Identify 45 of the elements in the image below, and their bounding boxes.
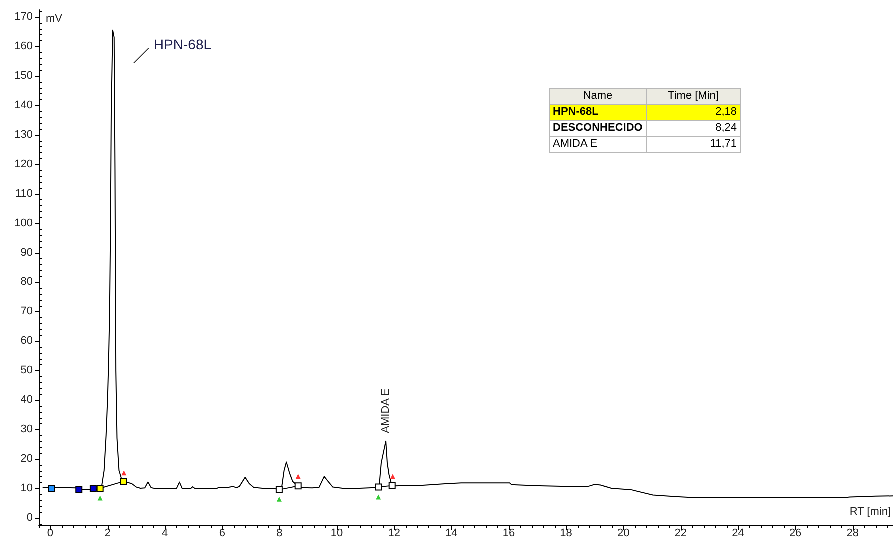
x-tick-label: 10 <box>330 528 344 540</box>
y-axis-title: mV <box>46 13 64 25</box>
y-tick-label: 30 <box>20 424 33 436</box>
x-tick-label: 28 <box>846 528 860 540</box>
annotation: HPN-68L <box>154 36 212 52</box>
text: Name <box>550 88 646 104</box>
y-tick-label: 150 <box>14 70 33 82</box>
y-tick-label: 90 <box>20 246 33 259</box>
y-tick-label: 80 <box>20 276 33 288</box>
y-tick-label: 60 <box>20 335 33 348</box>
text: Time [Min] <box>646 88 740 104</box>
y-tick-label: 120 <box>14 158 33 170</box>
x-tick-label: 16 <box>502 528 516 540</box>
x-tick-label: 2 <box>104 528 111 540</box>
x-tick-label: 18 <box>560 528 572 540</box>
category-label: AMIDA E <box>550 136 646 152</box>
x-tick-label: 26 <box>789 528 802 540</box>
x-tick-label: 8 <box>276 528 283 540</box>
x-tick-label: 12 <box>388 528 400 540</box>
y-tick-label: 130 <box>14 128 33 141</box>
x-tick-label: 0 <box>47 528 54 540</box>
x-tick-label: 22 <box>674 528 688 540</box>
y-tick-label: 70 <box>20 306 33 318</box>
category-label: HPN-68L <box>550 104 646 120</box>
x-tick-label: 6 <box>219 528 226 540</box>
y-tick-label: 160 <box>14 40 33 53</box>
y-tick-label: 100 <box>14 217 33 230</box>
x-tick-label: 4 <box>162 528 168 540</box>
y-tick-label: 10 <box>20 482 33 494</box>
data-label: 11,71 <box>646 136 740 152</box>
y-tick-label: 0 <box>26 512 33 524</box>
category-label: DESCONHECIDO <box>550 120 646 136</box>
data-label: 8,24 <box>646 120 740 136</box>
x-tick-label: 14 <box>446 528 458 540</box>
x-axis-title: RT [min] <box>850 506 891 518</box>
x-tick-label: 24 <box>732 528 744 540</box>
y-tick-label: 40 <box>20 394 33 406</box>
y-tick-label: 140 <box>14 99 33 112</box>
y-tick-label: 20 <box>20 453 33 466</box>
x-tick-label: 20 <box>617 528 630 540</box>
y-tick-label: 110 <box>15 188 33 200</box>
y-tick-label: 170 <box>14 11 33 24</box>
y-tick-label: 50 <box>20 364 33 377</box>
annotation: AMIDA E <box>380 388 392 434</box>
data-label: 2,18 <box>646 104 740 120</box>
